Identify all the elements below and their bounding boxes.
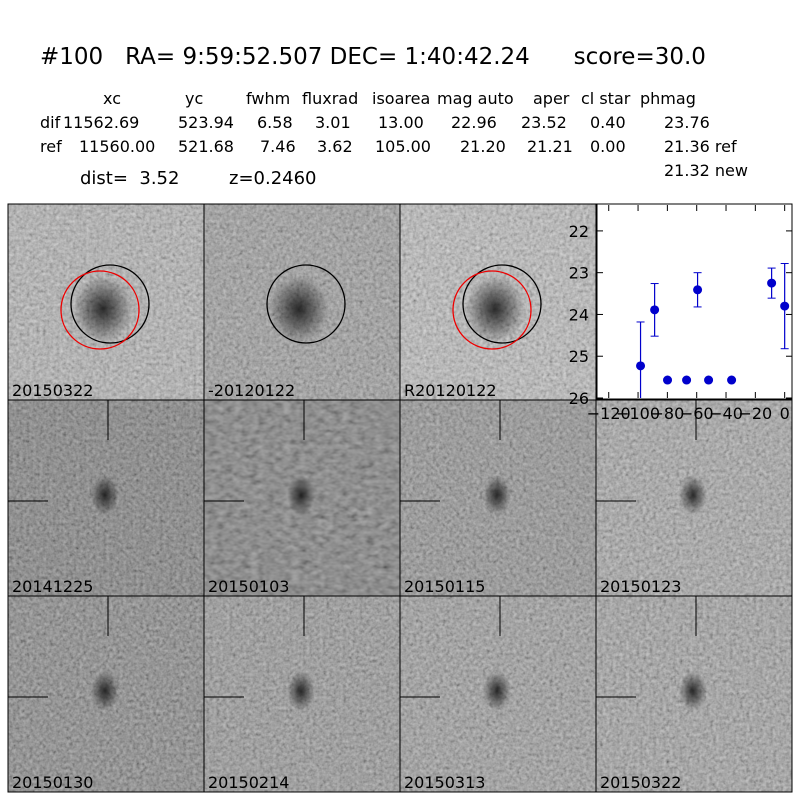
image-panel: 20150115 <box>399 399 597 597</box>
table-cell: 21.21 <box>527 137 573 156</box>
plot <box>636 262 790 398</box>
column-header: fluxrad <box>302 89 358 108</box>
table-cell: 521.68 <box>178 137 234 156</box>
image-panel: 20150130 <box>7 595 205 793</box>
panel-label: 20150115 <box>404 577 485 596</box>
table-cell: 0.00 <box>590 137 626 156</box>
aperture <box>70 264 150 344</box>
panel-label: 20150313 <box>404 773 485 792</box>
y-tick-label: 24 <box>569 305 589 324</box>
column-header: mag auto <box>437 89 514 108</box>
ref-aperture <box>60 270 140 350</box>
column-header: cl star <box>581 89 631 108</box>
panel-label: 20141225 <box>12 577 93 596</box>
panel-label: R20120122 <box>404 381 497 400</box>
table-cell: 21.36 ref <box>664 137 737 156</box>
image-panel: 20150214 <box>203 595 401 793</box>
panel-label: 20150103 <box>208 577 289 596</box>
panel-label: 20150322 <box>600 773 681 792</box>
x-tick-label: −20 <box>738 404 772 423</box>
column-header: phmag <box>640 89 696 108</box>
source-blob <box>483 671 511 711</box>
x-tick-label: −40 <box>709 404 743 423</box>
image-panel: -20120122 <box>203 203 401 401</box>
table-cell: 22.96 <box>451 113 497 132</box>
panel-border <box>595 595 793 793</box>
column-header: isoarea <box>372 89 430 108</box>
table-cell: 13.00 <box>378 113 424 132</box>
table-cell: 23.76 <box>664 113 710 132</box>
x-tick-label: −120 <box>587 404 631 423</box>
plot-bg <box>596 203 793 400</box>
panel-label: 20150214 <box>208 773 289 792</box>
image-panel: 20150313 <box>399 595 597 793</box>
x-tick-label: 0 <box>780 404 790 423</box>
table-cell: 21.20 <box>460 137 506 156</box>
panel-label: 20150123 <box>600 577 681 596</box>
point <box>650 305 660 315</box>
image-panel: 20141225 <box>7 399 205 597</box>
panel-label: 20150322 <box>12 381 93 400</box>
point <box>767 278 777 288</box>
source-blob <box>287 475 315 515</box>
aperture <box>266 264 346 344</box>
point <box>663 375 673 385</box>
redshift: z=0.2460 <box>229 168 317 189</box>
source-blob <box>483 475 511 515</box>
x-tick-label: −100 <box>616 404 660 423</box>
table-cell: dif <box>40 113 61 132</box>
source-blob <box>91 475 119 515</box>
image-panel: 20150322 <box>7 203 205 401</box>
table-cell: 3.62 <box>317 137 353 156</box>
table-cell: ref <box>40 137 62 156</box>
table-cell: 7.46 <box>260 137 296 156</box>
phmag-new: 21.32 new <box>664 161 748 180</box>
column-header: fwhm <box>246 89 290 108</box>
panel-label: -20120122 <box>208 381 295 400</box>
table-cell: 3.01 <box>315 113 351 132</box>
y-tick-label: 22 <box>569 222 589 241</box>
point <box>704 375 714 385</box>
source-blob <box>73 275 133 343</box>
dist: dist= 3.52 <box>80 168 179 189</box>
source-blob <box>287 671 315 711</box>
table-cell: 105.00 <box>375 137 431 156</box>
column-header: yc <box>185 89 203 108</box>
y-tick-label: 25 <box>569 347 589 366</box>
source-blob <box>91 671 119 711</box>
y-tick-label: 23 <box>569 264 589 283</box>
x-tick-label: −60 <box>680 404 714 423</box>
column-header: xc <box>103 89 121 108</box>
source-blob <box>269 275 329 343</box>
column-header: aper <box>533 89 570 108</box>
image-panel: 20150123 <box>595 399 793 597</box>
image-panel: 20150322 <box>595 595 793 793</box>
panel-label: 20150130 <box>12 773 93 792</box>
table-cell: 23.52 <box>521 113 567 132</box>
aperture <box>462 264 542 344</box>
table-cell: 11560.00 <box>79 137 155 156</box>
point <box>693 285 703 295</box>
source-blob <box>679 671 707 711</box>
point <box>682 375 692 385</box>
point <box>727 375 737 385</box>
source-blob <box>679 475 707 515</box>
table-cell: 11562.69 <box>63 113 139 132</box>
point <box>780 301 790 311</box>
image-panel: R20120122 <box>399 203 597 401</box>
title: #100 RA= 9:59:52.507 DEC= 1:40:42.24 sco… <box>40 44 706 70</box>
table-cell: 6.58 <box>257 113 293 132</box>
ref-aperture <box>452 270 532 350</box>
source-blob <box>465 275 525 343</box>
x-tick-label: −80 <box>650 404 684 423</box>
table-cell: 523.94 <box>178 113 234 132</box>
table-cell: 0.40 <box>590 113 626 132</box>
point <box>636 361 646 371</box>
image-panel: 20150103 <box>203 399 401 597</box>
y-tick-label: 26 <box>569 389 589 408</box>
